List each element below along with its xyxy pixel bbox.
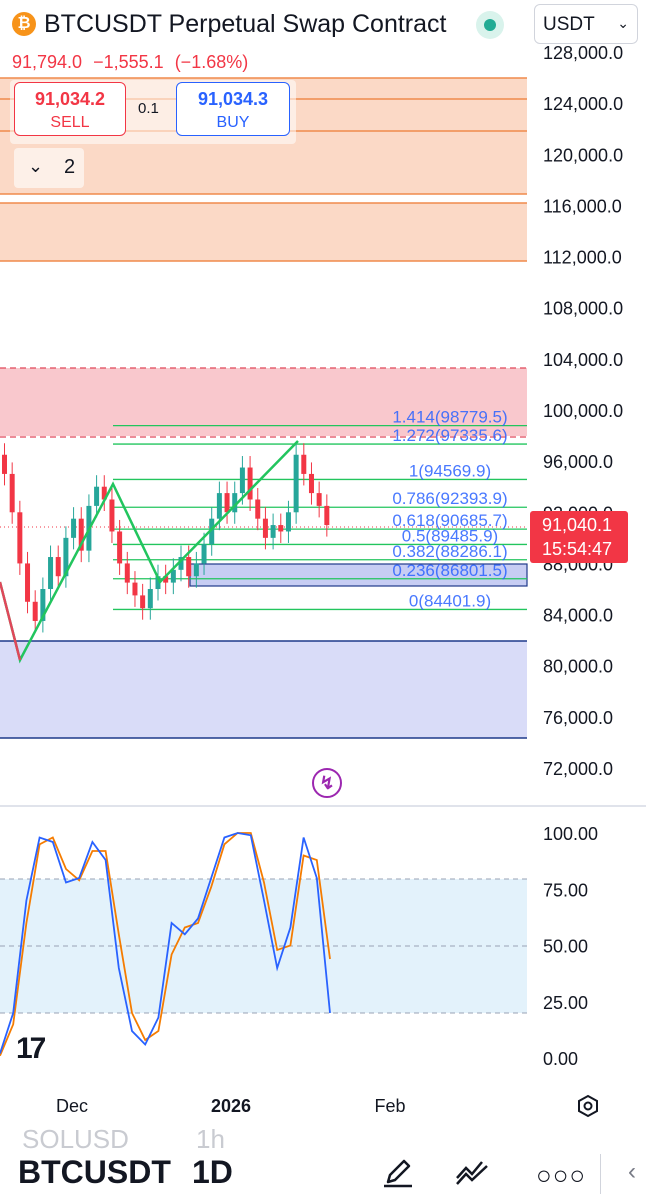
price-axis-label: 116,000.0 [543, 196, 622, 216]
price-axis-label: 124,000.0 [543, 94, 623, 114]
symbol-selector[interactable]: BTCUSDT [18, 1154, 171, 1190]
stoch-k-line [0, 832, 331, 1054]
price-axis-label: 120,000.0 [543, 145, 623, 165]
price-axis-label: 80,000.0 [543, 657, 613, 677]
currency-value: USDT [543, 14, 595, 35]
market-open-icon[interactable] [476, 11, 504, 39]
spread-value: 0.1 [138, 100, 159, 117]
oscillator-axis-label: 50.00 [543, 937, 588, 957]
demand-zone [0, 641, 527, 738]
price-change: −1,555.1 [93, 52, 164, 72]
more-icon[interactable]: ○○○ [536, 1160, 587, 1190]
toolbar-divider [600, 1154, 601, 1194]
lightning-icon[interactable]: ↯ [312, 768, 342, 798]
indicators-toggle[interactable]: ⌄ 2 [14, 148, 84, 188]
settings-icon[interactable] [576, 1094, 600, 1118]
zigzag-line[interactable] [0, 440, 299, 664]
oscillator-axis-label: 0.00 [543, 1049, 578, 1069]
currency-select[interactable]: USDT ⌄ [534, 4, 638, 44]
oscillator-axis-label: 75.00 [543, 880, 588, 900]
drawing-tools-icon[interactable] [454, 1154, 490, 1190]
resistance-zone-lower [0, 203, 527, 261]
oscillator-axis[interactable]: 100.00 75.00 50.00 25.00 0.00 [543, 824, 598, 1069]
fib-retracement[interactable] [113, 424, 527, 611]
tradingview-logo-icon[interactable]: 17 [16, 1032, 46, 1065]
symbol-title[interactable]: BTCUSDT Perpetual Swap Contract [44, 10, 447, 38]
fib-level-label: 0.382(88286.1) [392, 542, 507, 561]
symbol-header: ₿ BTCUSDT Perpetual Swap Contract [0, 0, 530, 48]
price-axis-label: 112,000.0 [543, 248, 622, 268]
trade-panel: 91,034.2 SELL 0.1 91,034.3 BUY [10, 80, 296, 144]
time-axis-label: Dec [56, 1096, 88, 1116]
fib-labels: 1.414(98779.5)1.272(97335.6) 1(94569.9) 0.… [392, 408, 507, 611]
fib-level-label: 0.618(90685.7) [392, 511, 507, 530]
bottom-toolbar: SOLUSD 1h BTCUSDT 1D ○○○ ‹ [0, 1124, 646, 1200]
current-price-value: 91,040.1 [542, 515, 613, 535]
price-axis-label: 108,000.0 [543, 299, 623, 319]
time-axis[interactable]: Dec 2026 Feb [56, 1096, 406, 1116]
fib-level-label: 1(94569.9) [409, 461, 491, 480]
sell-button[interactable]: 91,034.2 SELL [14, 82, 126, 136]
sell-price: 91,034.2 [34, 89, 106, 109]
zone-layer [0, 77, 528, 739]
oscillator-axis-label: 100.00 [543, 824, 598, 844]
fib-level-label: 0(84401.9) [409, 591, 491, 610]
buy-button[interactable]: 91,034.3 BUY [176, 82, 290, 136]
chevron-left-icon[interactable]: ‹ [628, 1158, 636, 1185]
oscillator-axis-label: 25.00 [543, 993, 588, 1013]
time-axis-label: Feb [374, 1096, 405, 1116]
chevron-down-icon: ⌄ [28, 156, 44, 176]
sell-label: SELL [50, 114, 90, 131]
price-axis-label: 76,000.0 [543, 708, 613, 728]
price-axis-label: 72,000.0 [543, 759, 613, 779]
buy-label: BUY [216, 114, 250, 131]
time-axis-label: 2026 [211, 1096, 251, 1116]
previous-interval[interactable]: 1h [196, 1124, 225, 1154]
bar-countdown: 15:54:47 [542, 539, 613, 559]
last-price: 91,794.0 [12, 52, 83, 72]
price-axis[interactable]: 128,000.0 124,000.0 120,000.0 116,000.0 112,… [543, 43, 623, 779]
buy-price: 91,034.3 [197, 89, 269, 109]
price-axis-label: 100,000.0 [543, 401, 623, 421]
previous-symbol[interactable]: SOLUSD [22, 1124, 129, 1154]
fib-level-label: 0.786(92393.9) [392, 489, 507, 508]
price-axis-label: 84,000.0 [543, 606, 613, 626]
pencil-icon[interactable] [380, 1154, 416, 1190]
price-axis-label: 104,000.0 [543, 350, 623, 370]
fib-level-label: 1.272(97335.6) [392, 426, 507, 445]
candlestick-series [2, 443, 330, 633]
price-axis-label: 96,000.0 [543, 452, 613, 472]
price-change-percent: (−1.68%) [174, 52, 249, 72]
chevron-down-icon: ⌄ [617, 15, 629, 31]
quote-line: 91,794.0 −1,555.1 (−1.68%) [12, 52, 254, 73]
stoch-d-line [0, 832, 331, 1057]
interval-selector[interactable]: 1D [192, 1154, 233, 1190]
current-price-tag: 91,040.1 15:54:47 [530, 511, 628, 563]
indicators-count: 2 [64, 156, 76, 178]
price-axis-label: 128,000.0 [543, 43, 623, 63]
fib-level-label: 1.414(98779.5) [392, 408, 507, 427]
fib-level-label: 0.5(89485.9) [402, 526, 498, 545]
supply-zone [0, 368, 527, 436]
bitcoin-icon: ₿ [12, 12, 36, 36]
fib-level-label: 0.236(86801.5) [392, 561, 507, 580]
